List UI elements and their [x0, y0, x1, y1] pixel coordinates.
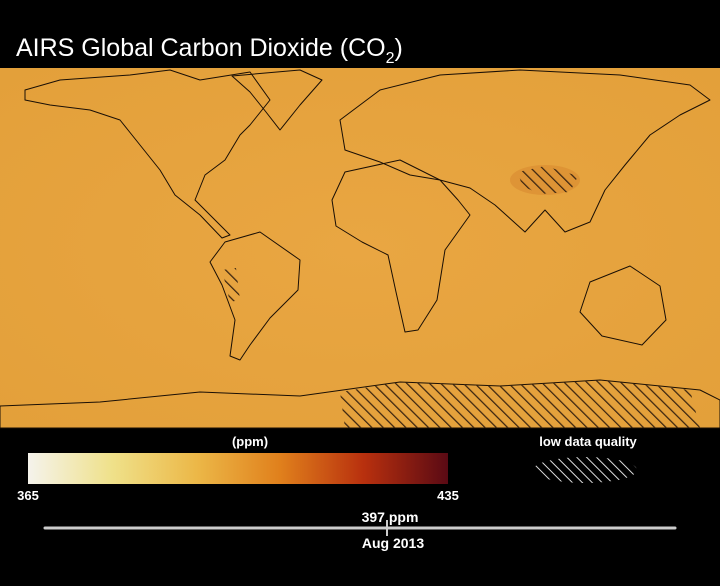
current-value: 397 ppm [362, 509, 419, 525]
title-suffix: ) [395, 34, 403, 62]
low-quality-tibet [518, 166, 578, 194]
title-text: AIRS Global Carbon Dioxide (CO [16, 34, 386, 62]
south-america [209, 231, 301, 361]
antarctica [0, 379, 720, 429]
africa [331, 159, 471, 333]
colorbar-max: 435 [437, 488, 459, 503]
current-date: Aug 2013 [362, 535, 424, 551]
low-quality-andes [222, 268, 240, 302]
legend-label: low data quality [539, 434, 637, 449]
legend-hatch [533, 457, 637, 483]
eurasia [339, 69, 711, 233]
colorbar-min: 365 [17, 488, 39, 503]
map [0, 68, 720, 429]
title: AIRS Global Carbon Dioxide (CO2) [16, 34, 403, 67]
australia [579, 265, 667, 346]
title-subscript: 2 [386, 50, 395, 67]
colorbar [28, 453, 448, 484]
low-quality-antarctica [340, 380, 700, 428]
greenland [231, 69, 323, 131]
colorbar-label: (ppm) [232, 434, 268, 449]
map-background [0, 68, 720, 428]
north-america [24, 69, 271, 239]
